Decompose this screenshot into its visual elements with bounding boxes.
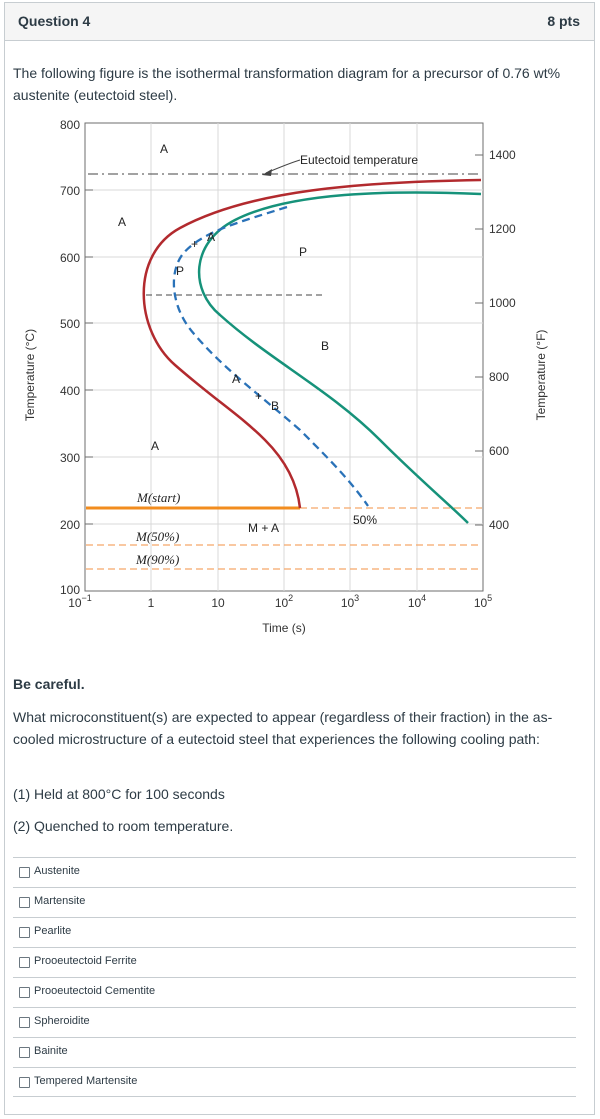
answer-label: Prooeutectoid Ferrite (34, 955, 137, 967)
fifty-percent-curve (172, 205, 369, 507)
answer-option-proeutectoid-cementite[interactable]: Prooeutectoid Cementite (13, 977, 576, 1007)
ytick-f-1000: 1000 (489, 296, 516, 310)
ytick-c-200: 200 (60, 518, 80, 532)
ytick-f-1200: 1200 (489, 222, 516, 236)
label-p-right: P (299, 245, 307, 259)
start-curve (142, 178, 482, 509)
xtick-1e5: 105 (474, 593, 492, 610)
question-header: Question 4 8 pts (5, 3, 594, 41)
xtick-1e-1: 10−1 (68, 593, 92, 610)
xtick-1e4: 104 (408, 593, 426, 610)
answer-option-spheroidite[interactable]: Spheroidite (13, 1007, 576, 1037)
ytick-c-100: 100 (60, 583, 80, 597)
step-2: (2) Quenched to room temperature. (13, 818, 234, 834)
answer-option-martensite[interactable]: Martensite (13, 887, 576, 917)
ytick-c-500: 500 (60, 317, 80, 331)
ytick-f-400: 400 (489, 518, 509, 532)
answer-label: Martensite (34, 895, 86, 907)
question-prompt: What microconstituent(s) are expected to… (13, 709, 553, 747)
xtick-10: 10 (211, 596, 225, 610)
answer-label: Austenite (34, 865, 80, 877)
answer-option-pearlite[interactable]: Pearlite (13, 917, 576, 947)
ytick-c-700: 700 (60, 184, 80, 198)
checkbox[interactable] (19, 927, 30, 938)
answer-label: Tempered Martensite (34, 1075, 138, 1087)
label-m90: M(90%) (135, 552, 179, 567)
label-a-low: A (151, 439, 159, 453)
xtick-1: 1 (148, 596, 155, 610)
answer-label: Pearlite (34, 925, 72, 937)
checkbox[interactable] (19, 957, 30, 968)
label-a-curve2: A (232, 372, 240, 386)
label-b-curve: B (271, 399, 279, 413)
ytick-c-300: 300 (60, 451, 80, 465)
finish-curve (197, 191, 482, 524)
answer-label: Bainite (34, 1045, 68, 1057)
question-title: Question 4 (18, 13, 91, 29)
checkbox[interactable] (19, 1047, 30, 1058)
ytick-c-400: 400 (60, 384, 80, 398)
answer-option-austenite[interactable]: Austenite (13, 857, 576, 887)
label-m-plus-a: M + A (248, 521, 279, 535)
checkbox[interactable] (19, 1017, 30, 1028)
label-fifty-percent: 50% (353, 513, 377, 527)
checkbox[interactable] (19, 1077, 30, 1088)
ytick-f-1400: 1400 (489, 148, 516, 162)
xtick-1e3: 103 (341, 593, 359, 610)
ylabel-celsius: Temperature (°C) (23, 329, 37, 421)
label-b-mid: B (321, 339, 329, 353)
checkbox[interactable] (19, 867, 30, 878)
ytick-f-600: 600 (489, 444, 509, 458)
checkbox[interactable] (19, 987, 30, 998)
label-a-curve: A (207, 230, 215, 244)
eutectoid-label: Eutectoid temperature (300, 153, 418, 167)
label-plus-1: + (191, 237, 198, 251)
answer-list: Austenite Martensite Pearlite Prooeutect… (13, 857, 576, 1097)
ytick-c-600: 600 (60, 251, 80, 265)
careful-note: Be careful. (13, 676, 85, 692)
question-points: 8 pts (547, 13, 580, 29)
step-1: (1) Held at 800°C for 100 seconds (13, 786, 225, 802)
question-intro: The following figure is the isothermal t… (13, 65, 561, 103)
ytick-c-800: 800 (60, 118, 80, 132)
label-a-top: A (160, 142, 168, 156)
xlabel-time: Time (s) (262, 621, 306, 635)
label-p-curve: P (176, 264, 184, 278)
label-a-left: A (118, 215, 126, 229)
ytick-f-800: 800 (489, 370, 509, 384)
ylabel-fahrenheit: Temperature (°F) (534, 330, 548, 421)
xtick-1e2: 102 (275, 593, 293, 610)
ttt-diagram: 800 700 600 500 400 300 200 100 1400 120… (23, 118, 548, 635)
answer-option-proeutectoid-ferrite[interactable]: Prooeutectoid Ferrite (13, 947, 576, 977)
answer-label: Prooeutectoid Cementite (34, 985, 156, 997)
answer-option-bainite[interactable]: Bainite (13, 1037, 576, 1067)
answer-option-tempered-martensite[interactable]: Tempered Martensite (13, 1067, 576, 1097)
answer-label: Spheroidite (34, 1015, 90, 1027)
question-card: Question 4 8 pts (4, 2, 595, 1115)
label-m50: M(50%) (135, 529, 179, 544)
label-plus-2: + (255, 389, 262, 403)
label-mstart: M(start) (136, 490, 180, 505)
gridlines (85, 123, 483, 591)
checkbox[interactable] (19, 897, 30, 908)
